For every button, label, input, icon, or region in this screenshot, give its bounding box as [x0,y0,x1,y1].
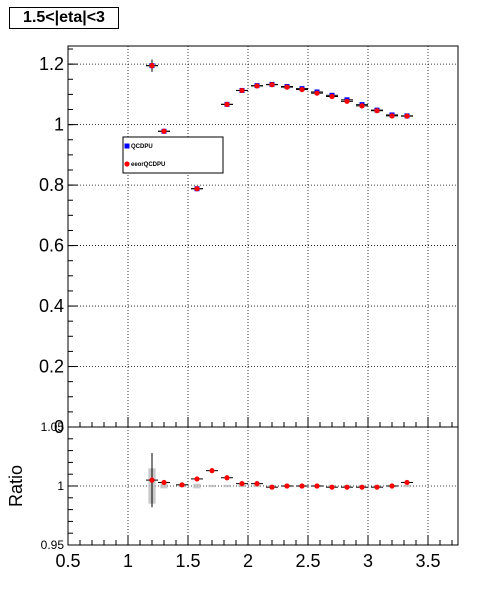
ratio-series [146,452,413,508]
x-tick-label: 3 [363,551,373,571]
data-point [239,87,245,94]
data-point [329,484,335,490]
legend-box [122,136,224,174]
x-tick-label: 1 [123,551,133,571]
data-point [284,84,290,90]
uncertainty-band [193,483,201,489]
uncertainty-band [403,484,411,488]
x-tick-label: 1.5 [175,551,200,571]
chart-title: 1.5<|eta|<3 [9,7,119,29]
ratio-panel: 0.95 1 1.05 Ratio 0.5 1 1.5 2 2.5 3 3.5 [6,420,459,571]
data-point [194,186,200,192]
data-point [404,479,410,486]
data-point [239,481,245,487]
data-point [344,98,350,104]
data-point [209,468,215,474]
series-eeorQCDPU [146,59,413,192]
data-point [224,101,230,107]
data-point [374,484,380,490]
uncertainty-band [223,484,231,488]
data-point [329,93,335,100]
y-tick-label: 0.6 [39,236,64,256]
legend-marker [124,161,130,167]
data-point [359,484,365,490]
y-tick-label: 0 [54,417,64,437]
y-tick-label: 0.8 [39,175,64,195]
data-point [314,90,320,96]
data-point [314,483,320,489]
data-point [344,484,350,490]
data-point [359,103,365,109]
uncertainty-band [208,484,216,488]
data-point [299,483,305,489]
uncertainty-band [160,483,168,489]
legend-marker [124,143,130,149]
y-tick-label: 1 [57,479,64,493]
x-tick-label: 0.5 [55,551,80,571]
data-point [254,481,260,487]
data-point [161,128,167,134]
y-axis-title: Ratio [6,465,26,507]
data-point [374,108,380,114]
plot-frame [67,45,459,428]
legend-label: QCDPU [131,144,153,150]
y-tick-label: 0.4 [39,296,64,316]
data-point [389,113,395,119]
x-tick-label: 3.5 [415,551,440,571]
y-tick-label: 0.2 [39,357,64,377]
legend: QCDPU eeorQCDPU [122,136,224,174]
data-point [149,477,155,483]
data-point [284,483,290,489]
y-tick-label: 1 [54,115,64,135]
data-point [254,83,260,89]
data-point [404,113,410,119]
y-tick-label: 1.05 [41,420,65,434]
legend-label: eeorQCDPU [131,162,165,168]
data-point [299,86,305,93]
x-tick-label: 2 [243,551,253,571]
data-point [269,484,275,490]
data-point [149,63,155,69]
data-point [224,475,230,481]
data-point [179,482,185,488]
data-point [389,483,395,489]
data-point [161,479,167,486]
y-tick-label: 0.95 [41,538,65,552]
data-point [194,476,200,482]
data-point [269,82,275,88]
top-panel: 0 0.2 0.4 0.6 0.8 1 1.2 QCDPU eeorQCDPU [39,45,459,437]
x-tick-label: 2.5 [295,551,320,571]
y-tick-label: 1.2 [39,54,64,74]
